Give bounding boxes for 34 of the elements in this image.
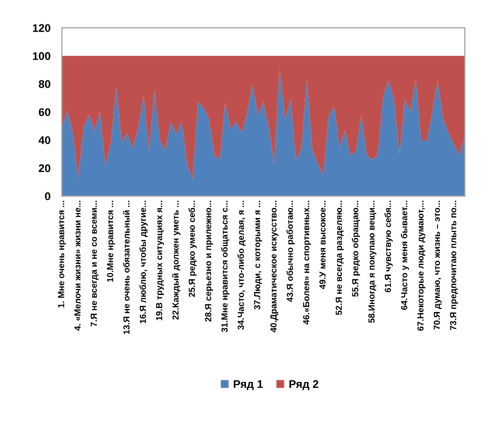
x-tick-label: 43.Я обычно работаю... [286, 200, 295, 302]
y-tick-label: 20 [38, 164, 50, 172]
x-tick-label: 28.Я серьезно и прилежно... [205, 200, 213, 322]
x-tick-label: 46.«Болея» на спортивных... [303, 200, 311, 324]
x-tick-label: 13.Я не очень обязательный ... [122, 200, 130, 334]
x-tick-label: 58.Иногда я покупаю вещи... [368, 200, 376, 323]
x-tick-label: 73.Я предпочитаю плыть по... [450, 200, 458, 330]
x-tick-label: 34.Часто, что-либо делая, я ... [237, 200, 246, 330]
y-tick-label: 80 [38, 80, 50, 88]
x-tick-label: 40.Драматическое искусство... [270, 200, 278, 332]
legend-label: Ряд 1 [234, 380, 263, 390]
y-tick-label: 0 [45, 192, 50, 200]
x-tick-label: 10.Мне нравится ... [107, 200, 115, 282]
x-tick-label: 7.Я не всегда и не со всеми... [90, 200, 99, 326]
x-tick-label: 37.Люди, с которыми я ... [254, 200, 262, 310]
legend-label: Ряд 2 [289, 380, 318, 390]
x-tick-label: 16.Я люблю, чтобы другие... [139, 200, 148, 324]
x-tick-label: 52.Я не всегда разделяю... [336, 200, 344, 315]
x-tick-label: 64.Часто у меня бывает... [400, 200, 410, 310]
x-tick-label: 70.Я думаю, что жизнь – это... [434, 200, 442, 330]
x-tick-label: 4. «Мелочи жизни» жизни не... [74, 200, 81, 331]
x-tick-label: 61.Я чувствую себя... [384, 200, 393, 292]
x-tick-label: 67.Некоторые люди думают,... [417, 200, 426, 331]
x-tick-label: 49.У меня высокое... [319, 200, 326, 290]
x-tick-label: 19.В трудных ситуациях я... [156, 200, 164, 320]
x-tick-label: 1. Мне очень нравится ... [58, 200, 66, 308]
x-tick-label: 22.Каждый должен уметь ... [172, 200, 180, 320]
y-tick-label: 100 [32, 52, 50, 60]
y-tick-label: 120 [32, 24, 50, 32]
y-tick-label: 60 [38, 108, 50, 116]
y-tick-label: 40 [38, 136, 50, 144]
x-tick-label: 25.Я редко умею себ... [188, 200, 197, 297]
x-tick-label: 31.Мне нравится общаться с... [221, 200, 230, 332]
x-tick-label: 55.Я редко обращаю... [352, 200, 360, 297]
